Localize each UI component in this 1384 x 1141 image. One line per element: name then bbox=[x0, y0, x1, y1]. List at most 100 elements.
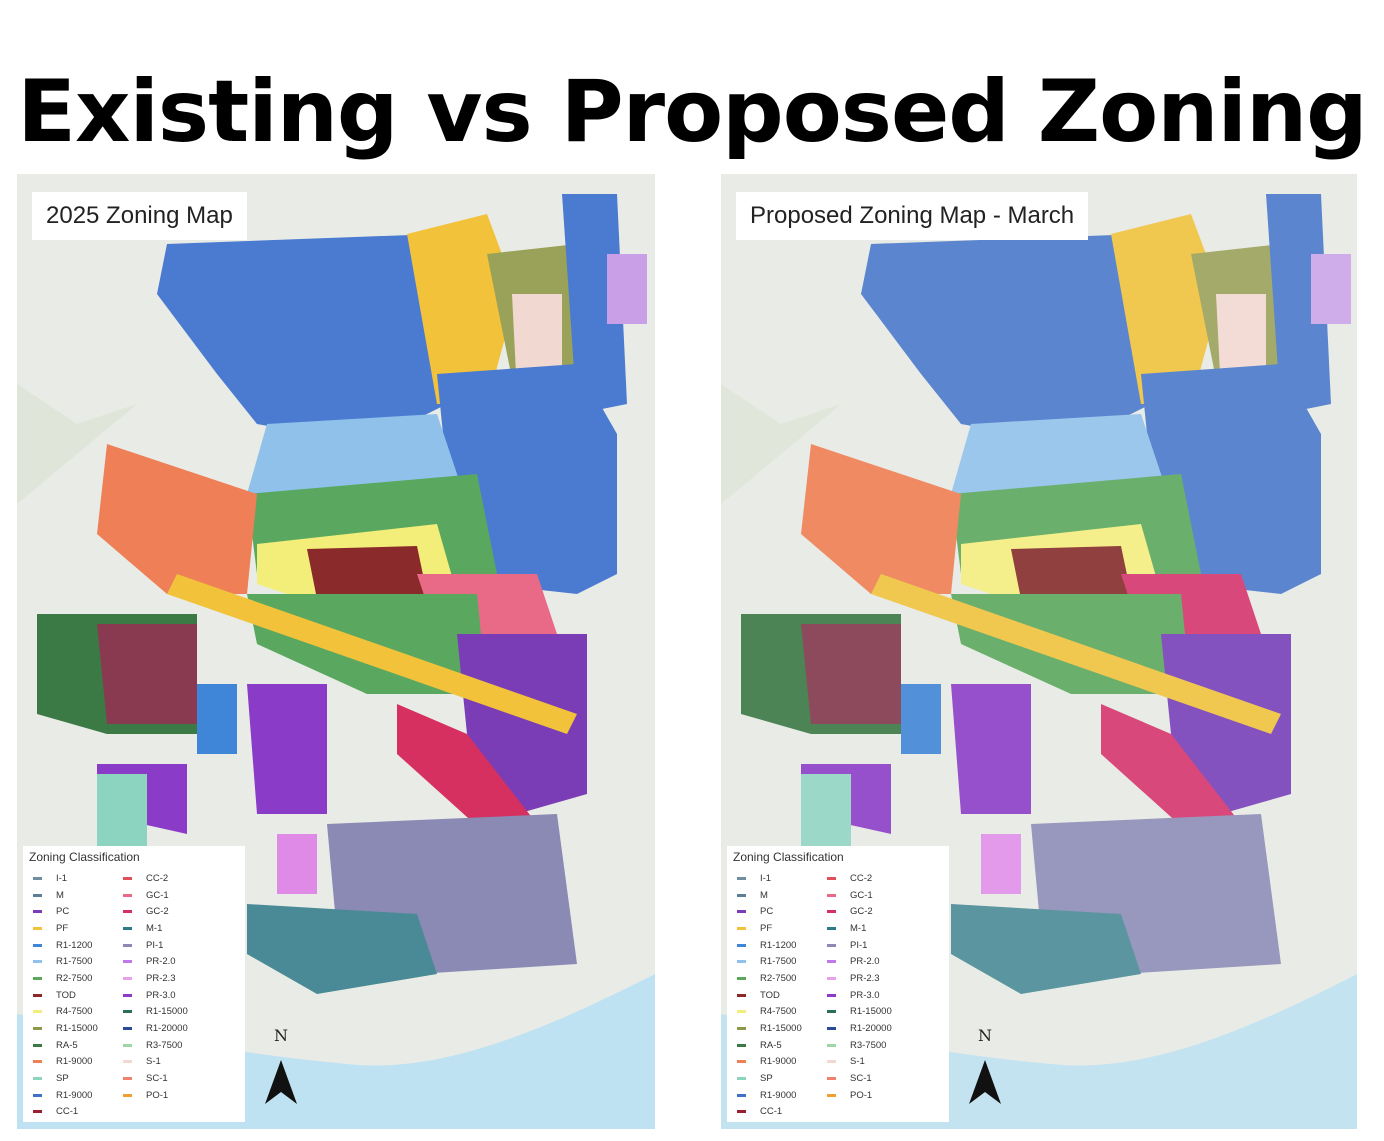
legend-item: PC bbox=[737, 903, 802, 920]
legend-swatch bbox=[123, 1093, 132, 1097]
legend-swatch bbox=[33, 960, 42, 964]
legend-swatch bbox=[33, 976, 42, 980]
legend-item: R1-7500 bbox=[33, 953, 98, 970]
legend-swatch bbox=[737, 943, 746, 947]
legend-item: M-1 bbox=[123, 920, 188, 937]
legend-title: Zoning Classification bbox=[733, 850, 844, 864]
legend-swatch bbox=[737, 1060, 746, 1064]
existing-zoning-map[interactable]: 2025 Zoning Map Zoning Classification I-… bbox=[17, 174, 655, 1129]
legend-swatch bbox=[123, 1060, 132, 1064]
legend-swatch bbox=[737, 976, 746, 980]
legend-item: PC bbox=[33, 903, 98, 920]
legend-swatch bbox=[737, 926, 746, 930]
legend-item: R1-15000 bbox=[123, 1004, 188, 1021]
legend-swatch bbox=[827, 1093, 836, 1097]
legend-item: R3-7500 bbox=[827, 1037, 892, 1054]
legend-swatch bbox=[33, 893, 42, 897]
legend-item: I-1 bbox=[33, 870, 98, 887]
legend-item: R1-15000 bbox=[827, 1004, 892, 1021]
legend-item: S-1 bbox=[123, 1054, 188, 1071]
legend-swatch bbox=[33, 1060, 42, 1064]
legend-item: GC-2 bbox=[123, 903, 188, 920]
legend-item: S-1 bbox=[827, 1054, 892, 1071]
legend-swatch bbox=[123, 1077, 132, 1081]
legend-item: R1-9000 bbox=[737, 1087, 802, 1104]
legend-swatch bbox=[827, 1077, 836, 1081]
legend-item: R1-20000 bbox=[123, 1020, 188, 1037]
legend-swatch bbox=[737, 1010, 746, 1014]
legend-swatch bbox=[33, 876, 42, 880]
legend-swatch bbox=[123, 1043, 132, 1047]
proposed-map-title: Proposed Zoning Map - March bbox=[736, 192, 1089, 240]
legend-swatch bbox=[827, 926, 836, 930]
legend-item: R3-7500 bbox=[123, 1037, 188, 1054]
legend-item: R1-1200 bbox=[737, 937, 802, 954]
legend-swatch bbox=[827, 893, 836, 897]
legend-swatch bbox=[123, 1010, 132, 1014]
legend-item: PR-2.3 bbox=[123, 970, 188, 987]
legend-swatch bbox=[737, 1110, 746, 1114]
legend-item: GC-1 bbox=[123, 887, 188, 904]
legend-item: R1-15000 bbox=[737, 1020, 802, 1037]
legend-swatch bbox=[33, 993, 42, 997]
legend-column-2: CC-2 GC-1 GC-2 M-1 PI-1 PR-2.0 PR-2.3 PR… bbox=[123, 870, 188, 1104]
legend-item: R1-9000 bbox=[33, 1087, 98, 1104]
legend-swatch bbox=[737, 993, 746, 997]
legend-item: CC-1 bbox=[33, 1104, 98, 1121]
legend-swatch bbox=[827, 943, 836, 947]
legend-item: SC-1 bbox=[123, 1070, 188, 1087]
legend-item: GC-1 bbox=[827, 887, 892, 904]
legend-item: PR-2.0 bbox=[123, 953, 188, 970]
legend-swatch bbox=[33, 910, 42, 914]
legend-item: I-1 bbox=[737, 870, 802, 887]
legend-swatch bbox=[33, 1027, 42, 1031]
legend-swatch bbox=[827, 1060, 836, 1064]
legend-swatch bbox=[123, 876, 132, 880]
zoning-legend: Zoning Classification I-1 M PC PF R1-120… bbox=[23, 846, 245, 1122]
legend-swatch bbox=[33, 943, 42, 947]
legend-item: PO-1 bbox=[123, 1087, 188, 1104]
legend-item: R1-1200 bbox=[33, 937, 98, 954]
legend-swatch bbox=[123, 943, 132, 947]
legend-title: Zoning Classification bbox=[29, 850, 140, 864]
legend-swatch bbox=[737, 1043, 746, 1047]
legend-swatch bbox=[827, 1027, 836, 1031]
legend-item: TOD bbox=[737, 987, 802, 1004]
legend-item: RA-5 bbox=[737, 1037, 802, 1054]
legend-swatch bbox=[827, 960, 836, 964]
proposed-zoning-map[interactable]: Proposed Zoning Map - March Zoning Class… bbox=[721, 174, 1357, 1129]
legend-swatch bbox=[827, 1043, 836, 1047]
legend-swatch bbox=[827, 976, 836, 980]
legend-item: M bbox=[737, 887, 802, 904]
legend-item: GC-2 bbox=[827, 903, 892, 920]
north-arrow-icon: N bbox=[965, 1026, 1005, 1116]
legend-item: R1-15000 bbox=[33, 1020, 98, 1037]
legend-swatch bbox=[827, 993, 836, 997]
legend-item: PI-1 bbox=[827, 937, 892, 954]
existing-map-title: 2025 Zoning Map bbox=[32, 192, 247, 240]
legend-item: SP bbox=[737, 1070, 802, 1087]
legend-swatch bbox=[737, 876, 746, 880]
legend-item: R1-9000 bbox=[737, 1054, 802, 1071]
legend-swatch bbox=[123, 893, 132, 897]
legend-item: R2-7500 bbox=[737, 970, 802, 987]
legend-swatch bbox=[123, 960, 132, 964]
legend-swatch bbox=[123, 993, 132, 997]
legend-item: PR-2.3 bbox=[827, 970, 892, 987]
legend-swatch bbox=[737, 893, 746, 897]
legend-item: PI-1 bbox=[123, 937, 188, 954]
legend-swatch bbox=[123, 1027, 132, 1031]
legend-item: CC-1 bbox=[737, 1104, 802, 1121]
legend-item: R2-7500 bbox=[33, 970, 98, 987]
legend-item: SP bbox=[33, 1070, 98, 1087]
legend-swatch bbox=[827, 910, 836, 914]
legend-swatch bbox=[737, 1093, 746, 1097]
legend-item: PF bbox=[33, 920, 98, 937]
legend-item: RA-5 bbox=[33, 1037, 98, 1054]
legend-item: M bbox=[33, 887, 98, 904]
legend-column-1: I-1 M PC PF R1-1200 R1-7500 R2-7500 TOD … bbox=[737, 870, 802, 1120]
legend-swatch bbox=[123, 910, 132, 914]
legend-swatch bbox=[123, 976, 132, 980]
legend-swatch bbox=[123, 926, 132, 930]
legend-item: PR-2.0 bbox=[827, 953, 892, 970]
